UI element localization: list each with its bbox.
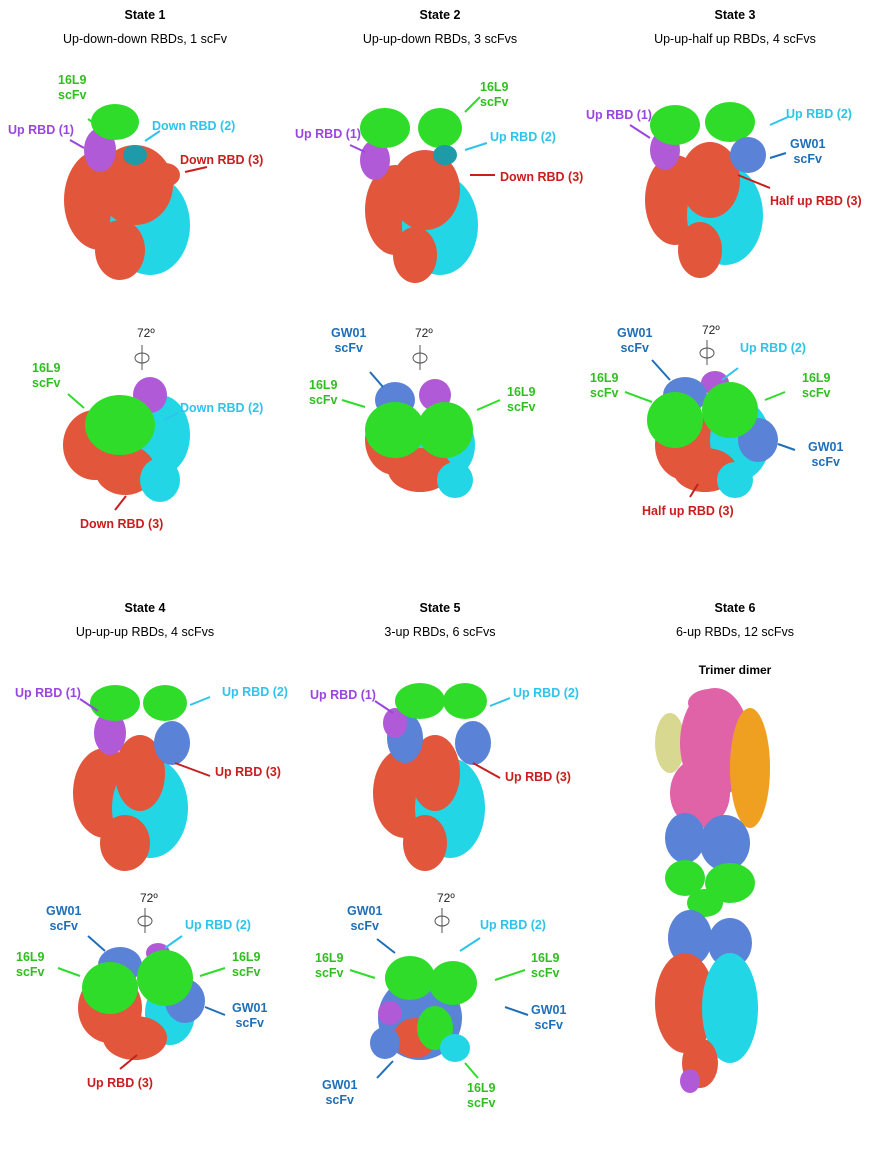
state-4-side-view (73, 685, 190, 871)
state-5-structures (349, 683, 529, 1079)
state-1-label-b: Up RBD (1) (8, 123, 74, 137)
state-3-label-f: Up RBD (2) (740, 341, 806, 355)
state-1-label-f: Down RBD (2) (180, 401, 264, 415)
state-5-title: State 5 (419, 601, 461, 615)
state-1-label-g: Down RBD (3) (80, 517, 164, 531)
state-2-subtitle: Up-up-down RBDs, 3 scFvs (362, 32, 518, 46)
state-1-subtitle: Up-down-down RBDs, 1 scFv (63, 32, 227, 46)
state-4-title: State 4 (124, 601, 166, 615)
state-2-label-a: 16L9 scFv (480, 80, 509, 109)
state-3-label-g: 16L9 scFv (590, 371, 619, 400)
trimer-dimer-structure (655, 688, 770, 1093)
state-5-label-a: Up RBD (1) (310, 688, 376, 702)
state-4-structures (57, 685, 226, 1070)
state-5-top-view (370, 956, 477, 1062)
state-3-top-view (647, 371, 778, 498)
state-3-label-i: GW01 scFv (808, 440, 844, 469)
state-5-label-e: Up RBD (2) (480, 918, 546, 932)
state-5-side-view (373, 683, 491, 871)
state-4-label-g: 16L9 scFv (232, 950, 261, 979)
state-4-label-c: Up RBD (3) (215, 765, 281, 779)
state-5-label-i: GW01 scFv (322, 1078, 358, 1107)
state-4-subtitle: Up-up-up RBDs, 4 scFvs (75, 625, 215, 639)
state-6-subtitle: 6-up RBDs, 12 scFvs (675, 625, 795, 639)
state-2-label-g: 16L9 scFv (507, 385, 536, 414)
state-1-title: State 1 (124, 8, 166, 22)
state-3-label-c: GW01 scFv (790, 137, 826, 166)
rotation-label: 72º (137, 326, 155, 340)
state-2-label-d: Down RBD (3) (500, 170, 584, 184)
state-3-label-d: Half up RBD (3) (770, 194, 862, 208)
state-5-panel: State 5 3-up RBDs, 6 scFvs (295, 593, 585, 1153)
state-3-structures (624, 102, 796, 498)
state-1-label-a: 16L9 scFv (58, 73, 87, 102)
state-3-title: State 3 (714, 8, 756, 22)
state-1-panel: State 1 Up-down-down RBDs, 1 scFv (0, 0, 290, 560)
state-4-label-d: GW01 scFv (46, 904, 82, 933)
rotation-label: 72º (415, 326, 433, 340)
state-1-label-d: Down RBD (3) (180, 153, 264, 167)
state-2-label-e: GW01 scFv (331, 326, 367, 355)
state-1-structures (63, 104, 208, 511)
state-2-side-view (360, 108, 478, 283)
state-3-panel: State 3 Up-up-half up RBDs, 4 scFvs (586, 0, 880, 560)
state-6-title: State 6 (714, 601, 756, 615)
state-5-label-g: 16L9 scFv (531, 951, 560, 980)
state-4-label-a: Up RBD (1) (15, 686, 81, 700)
trimer-dimer-title: Trimer dimer (698, 663, 772, 677)
rotation-icon (134, 345, 150, 370)
state-2-panel: State 2 Up-up-down RBDs, 3 scFvs (295, 0, 585, 560)
state-1-label-e: 16L9 scFv (32, 361, 61, 390)
state-4-top-view (78, 943, 205, 1060)
state-5-label-b: Up RBD (2) (513, 686, 579, 700)
state-3-label-a: Up RBD (1) (586, 108, 652, 122)
state-5-label-d: GW01 scFv (347, 904, 383, 933)
state-2-label-f: 16L9 scFv (309, 378, 338, 407)
state-4-label-i: Up RBD (3) (87, 1076, 153, 1090)
state-3-label-h: 16L9 scFv (802, 371, 831, 400)
state-5-label-f: 16L9 scFv (315, 951, 344, 980)
rotation-label: 72º (702, 323, 720, 337)
state-2-structures (341, 96, 501, 498)
state-4-label-e: Up RBD (2) (185, 918, 251, 932)
state-2-top-view (365, 379, 475, 498)
state-1-side-view (64, 104, 190, 280)
state-3-label-e: GW01 scFv (617, 326, 653, 355)
state-3-side-view (645, 102, 766, 278)
state-2-title: State 2 (419, 8, 461, 22)
state-5-label-c: Up RBD (3) (505, 770, 571, 784)
state-6-panel: State 6 6-up RBDs, 12 scFvs Trimer dimer (590, 593, 880, 1153)
state-3-subtitle: Up-up-half up RBDs, 4 scFvs (654, 32, 816, 46)
state-4-label-f: 16L9 scFv (16, 950, 45, 979)
rotation-label: 72º (437, 891, 455, 905)
rotation-label: 72º (140, 891, 158, 905)
state-4-label-b: Up RBD (2) (222, 685, 288, 699)
state-1-top-view (63, 377, 190, 502)
state-5-subtitle: 3-up RBDs, 6 scFvs (384, 625, 496, 639)
state-2-label-c: Up RBD (2) (490, 130, 556, 144)
state-2-label-b: Up RBD (1) (295, 127, 361, 141)
state-4-label-h: GW01 scFv (232, 1001, 268, 1030)
state-4-panel: State 4 Up-up-up RBDs, 4 scFvs (0, 593, 290, 1153)
state-5-label-j: 16L9 scFv (467, 1081, 496, 1110)
state-3-label-b: Up RBD (2) (786, 107, 852, 121)
state-1-label-c: Down RBD (2) (152, 119, 236, 133)
state-5-label-h: GW01 scFv (531, 1003, 567, 1032)
state-3-label-j: Half up RBD (3) (642, 504, 734, 518)
